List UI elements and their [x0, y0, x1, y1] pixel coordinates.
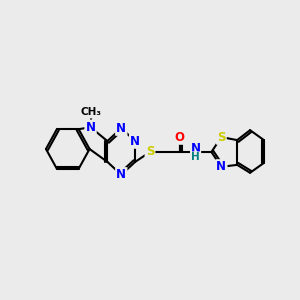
Text: S: S	[146, 146, 154, 158]
Text: N: N	[116, 168, 126, 181]
Text: N: N	[216, 160, 226, 173]
Text: O: O	[175, 130, 185, 144]
Text: N: N	[190, 142, 201, 154]
Text: N: N	[130, 135, 140, 148]
Text: S: S	[217, 130, 226, 144]
Text: CH₃: CH₃	[80, 107, 101, 117]
Text: H: H	[191, 152, 200, 162]
Text: N: N	[116, 122, 126, 135]
Text: N: N	[85, 121, 96, 134]
